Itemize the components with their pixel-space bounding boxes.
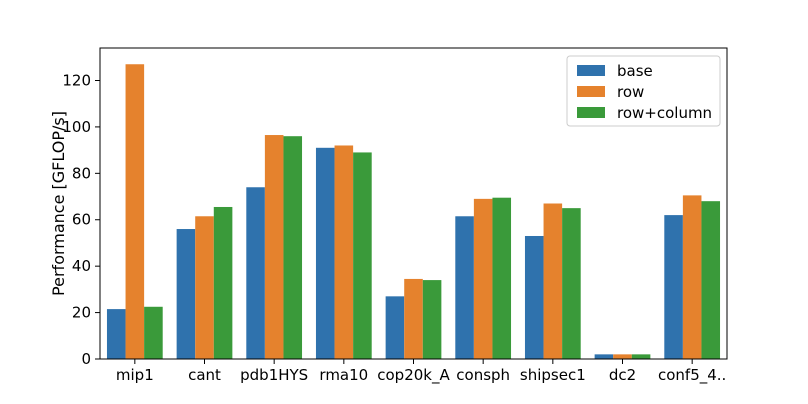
y-tick-label: 20: [72, 304, 91, 322]
bar-row-column: [492, 197, 512, 359]
x-tick-label: shipsec1: [520, 366, 586, 384]
bar-row: [682, 195, 702, 359]
legend: base row row+column: [566, 55, 721, 127]
legend-label: base: [617, 62, 653, 80]
bar-row: [264, 135, 284, 359]
bar-base: [176, 229, 196, 359]
bar-row: [334, 145, 354, 359]
bar-base: [524, 235, 544, 359]
bar-row-column: [353, 152, 372, 359]
bar-row-column: [631, 354, 651, 359]
legend-swatch: [577, 107, 605, 118]
y-tick-label: 40: [72, 257, 91, 275]
y-tick-label: 0: [81, 350, 91, 368]
bar-row-column: [283, 136, 303, 359]
bar-base: [664, 215, 683, 359]
bar-row-column: [422, 280, 442, 359]
bar-base: [455, 216, 474, 359]
bar-row: [195, 216, 214, 359]
bar-row-column: [562, 208, 581, 359]
bar-base: [246, 187, 265, 359]
y-axis: 0 20 40 60 80 100 120: [62, 71, 100, 368]
bar-row: [404, 278, 423, 359]
x-tick-label: cop20k_A: [377, 366, 450, 385]
legend-box: [566, 55, 721, 127]
bar-row: [473, 198, 493, 359]
y-tick-label: 100: [62, 118, 91, 136]
y-tick-label: 120: [62, 71, 91, 89]
bar-base: [594, 354, 614, 359]
x-tick-label: consph: [456, 366, 510, 384]
bar-base: [106, 309, 126, 359]
bar-row: [543, 203, 563, 359]
legend-swatch: [577, 86, 605, 97]
legend-swatch: [577, 65, 605, 76]
y-tick-label: 80: [72, 164, 91, 182]
bar-row: [613, 354, 632, 359]
x-axis: mip1 cant pdb1HYS rma10 cop20k_A consph shipse…: [116, 359, 726, 385]
bar-row: [125, 64, 145, 359]
x-tick-label: conf5_4..: [658, 366, 726, 385]
x-tick-label: mip1: [116, 366, 154, 384]
x-tick-label: dc2: [609, 366, 636, 384]
bar-row-column: [701, 201, 721, 359]
legend-label: row: [617, 83, 644, 101]
bar-base: [385, 296, 405, 359]
bar-row-column: [213, 206, 233, 359]
y-tick-label: 60: [72, 211, 91, 229]
bars-layer: [106, 64, 721, 359]
bar-row-column: [144, 306, 163, 359]
legend-label: row+column: [617, 104, 712, 122]
x-tick-label: rma10: [319, 366, 368, 384]
bar-base: [315, 147, 335, 359]
x-tick-label: cant: [188, 366, 221, 384]
x-tick-label: pdb1HYS: [240, 366, 308, 384]
y-axis-label: Performance [GFLOP/s]: [49, 111, 68, 296]
